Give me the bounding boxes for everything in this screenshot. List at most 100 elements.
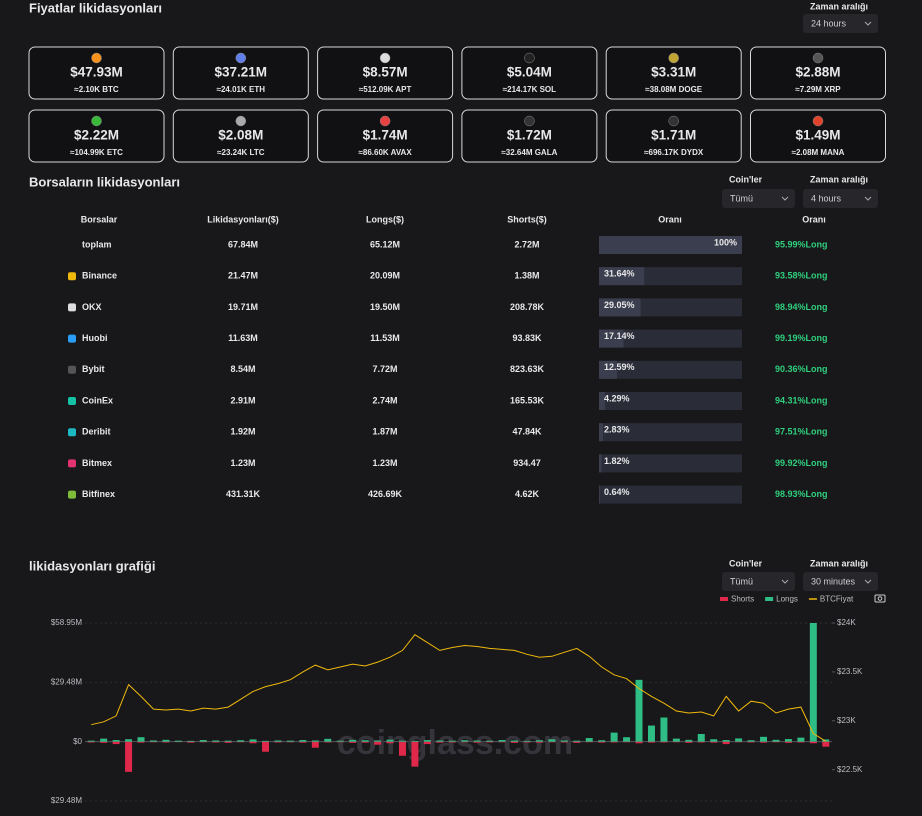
bar xyxy=(511,741,519,743)
select-box[interactable] xyxy=(722,572,795,591)
exchange-icon xyxy=(68,334,76,343)
bar xyxy=(573,740,581,742)
coin-icon xyxy=(524,52,535,64)
exchange-icon xyxy=(68,459,76,468)
bar xyxy=(747,740,755,742)
bar xyxy=(535,741,543,743)
coin-card[interactable] xyxy=(172,46,309,100)
bar xyxy=(735,741,743,743)
card-value: $2.08M xyxy=(218,128,263,143)
bar xyxy=(286,740,294,742)
table-cell: 4.62K xyxy=(515,489,540,499)
table-cell: 426.69K xyxy=(368,489,403,499)
chevron xyxy=(781,579,789,584)
bar xyxy=(735,738,743,742)
legend-label[interactable]: Shorts xyxy=(731,595,754,604)
bar xyxy=(647,741,655,743)
coin-card[interactable] xyxy=(605,109,742,163)
exchange-name: toplam xyxy=(82,239,112,249)
card-value: $47.93M xyxy=(70,65,123,80)
coin-card[interactable] xyxy=(461,109,598,163)
bar xyxy=(411,741,419,767)
bar xyxy=(224,741,232,743)
exchange-icon xyxy=(68,272,76,281)
bar xyxy=(212,740,220,742)
bar xyxy=(598,741,606,743)
select-box[interactable] xyxy=(803,572,878,591)
exchange-icon xyxy=(68,365,76,374)
exchange-name: CoinEx xyxy=(82,395,113,405)
select-box[interactable] xyxy=(803,189,878,208)
long-ratio: 93.58%Long xyxy=(775,271,828,281)
bar xyxy=(722,740,730,742)
chevron xyxy=(864,196,872,201)
bar xyxy=(311,740,319,742)
legend-label[interactable]: Longs xyxy=(776,595,798,604)
bar xyxy=(112,741,120,745)
card-value: $8.57M xyxy=(363,65,408,80)
coin-card[interactable] xyxy=(317,46,454,100)
bar xyxy=(760,741,768,743)
select-value[interactable]: 24 hours xyxy=(811,18,847,28)
long-ratio: 98.94%Long xyxy=(775,302,828,312)
bar xyxy=(710,739,718,742)
select-value[interactable]: 4 hours xyxy=(811,193,842,203)
card-sub: ≈214.17K SOL xyxy=(503,85,556,94)
bar xyxy=(336,740,344,742)
coin-card[interactable] xyxy=(461,46,598,100)
table-cell: 2.91M xyxy=(230,395,255,405)
exchange-icon xyxy=(68,397,76,405)
legend-label[interactable]: BTCFiyat xyxy=(820,595,854,604)
bar xyxy=(797,741,805,743)
coin-card[interactable] xyxy=(605,46,742,100)
select-value[interactable]: Tümü xyxy=(730,576,753,586)
long-ratio: 94.31%Long xyxy=(775,395,828,405)
ratio-label: 31.64% xyxy=(604,269,635,279)
bar xyxy=(560,741,568,743)
coin-card[interactable] xyxy=(750,109,886,163)
bar xyxy=(448,741,456,743)
camera-icon[interactable] xyxy=(874,594,886,603)
coin-card[interactable] xyxy=(750,46,886,100)
coin-icon xyxy=(812,52,824,64)
bar xyxy=(809,623,817,742)
bar xyxy=(672,741,680,743)
bar xyxy=(784,741,792,743)
ratio-label: 29.05% xyxy=(604,300,635,310)
bar xyxy=(386,739,394,742)
bar xyxy=(498,740,506,742)
y2-tick-label: $22.5K xyxy=(837,765,863,774)
bar xyxy=(299,741,307,743)
ratio-label: 100% xyxy=(714,237,737,247)
bar xyxy=(797,737,805,742)
bar xyxy=(262,740,270,742)
bar xyxy=(822,739,830,742)
bar xyxy=(685,739,693,742)
select-value[interactable]: 30 minutes xyxy=(811,576,856,586)
select-box[interactable] xyxy=(803,14,878,33)
coin-card[interactable] xyxy=(317,109,454,163)
long-ratio: 99.19%Long xyxy=(775,333,828,343)
bar xyxy=(685,741,693,743)
table-cell: 19.71M xyxy=(228,302,258,312)
coin-icon xyxy=(668,52,679,64)
ratio-fill xyxy=(599,236,742,254)
select-value[interactable]: Tümü xyxy=(730,193,753,203)
bar xyxy=(149,741,157,743)
bar xyxy=(149,740,157,742)
coin-icon xyxy=(812,115,824,127)
coin-card[interactable] xyxy=(172,109,309,163)
ratio-fill xyxy=(599,298,641,317)
select-box[interactable] xyxy=(722,189,795,208)
bar xyxy=(660,741,668,743)
table-cell: 1.87M xyxy=(372,427,397,437)
bar xyxy=(423,741,431,745)
bar xyxy=(398,740,406,742)
table-header: Oranı xyxy=(658,214,682,224)
card-value: $1.49M xyxy=(795,128,840,143)
bar xyxy=(87,740,95,742)
coin-card[interactable] xyxy=(28,109,165,163)
coin-card[interactable] xyxy=(28,46,165,100)
table-cell: 2.74M xyxy=(372,395,397,405)
bar xyxy=(486,741,494,743)
